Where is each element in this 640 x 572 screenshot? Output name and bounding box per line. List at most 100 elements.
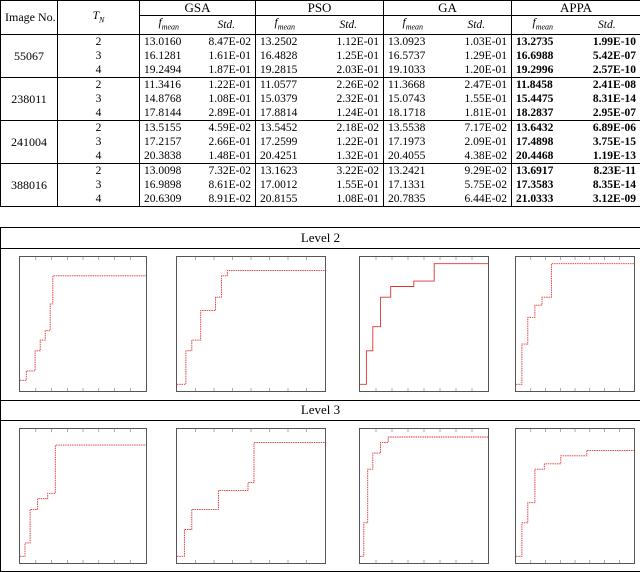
divider <box>1 420 640 421</box>
std-cell: 1.25E-01 <box>336 50 380 63</box>
std-cell: 8.35E-14 <box>573 178 640 193</box>
results-table: Image No. TN GSA PSO GA APPA fmean Std. fm… <box>0 0 640 208</box>
level-2-title: Level 2 <box>300 230 341 245</box>
fmean-cell: 16.6988 <box>511 49 574 64</box>
std-cell: 5.75E-02 <box>464 179 508 192</box>
alg-header-gsa: GSA <box>138 0 256 16</box>
fmean-cell: 13.2735 <box>511 34 574 50</box>
std-cell: 2.89E-01 <box>208 107 252 120</box>
std-cell: 7.17E-02 <box>441 120 512 136</box>
image-number: 238011 <box>0 77 58 121</box>
std-cell: 2.03E-01 <box>336 64 380 77</box>
std-cell: 3.12E-09 <box>573 192 640 208</box>
std-cell: 1.24E-01 <box>336 107 380 120</box>
fmean-cell: 13.0098 <box>139 163 198 179</box>
convergence-plot <box>515 256 635 392</box>
std-cell: 2.09E-01 <box>464 136 508 149</box>
std-cell: 2.57E-10 <box>573 63 640 78</box>
fmean-subheader: fmean <box>511 14 574 35</box>
fmean-cell: 13.6917 <box>511 163 574 179</box>
std-cell: 2.66E-01 <box>208 136 252 149</box>
tn-header: TN <box>57 0 140 35</box>
std-cell: 9.29E-02 <box>441 163 512 179</box>
std-cell: 4.59E-02 <box>197 120 256 136</box>
std-cell: 1.48E-01 <box>208 150 252 163</box>
divider <box>1 248 640 249</box>
fmean-cell: 16.4828 <box>255 49 314 64</box>
tn-value: 3 <box>57 49 140 64</box>
tn-value: 4 <box>57 192 140 208</box>
fmean-cell: 11.8458 <box>511 77 574 93</box>
fmean-cell: 17.0012 <box>255 178 314 193</box>
tn-value: 3 <box>57 135 140 150</box>
image-no-header: Image No. <box>0 0 58 35</box>
table-row: 55067 2 13.0160 8.47E-02 13.2502 1.12E-01 13.0… <box>0 34 640 78</box>
fmean-cell: 19.2996 <box>511 63 574 78</box>
std-cell: 4.38E-02 <box>464 150 508 163</box>
std-cell: 1.29E-01 <box>464 50 508 63</box>
std-cell: 1.08E-01 <box>208 93 252 106</box>
std-cell: 2.47E-01 <box>441 77 512 93</box>
alg-header-ga: GA <box>383 0 512 16</box>
std-cell: 5.42E-07 <box>573 49 640 64</box>
fmean-cell: 17.4898 <box>511 135 574 150</box>
tn-value: 2 <box>57 34 140 50</box>
table-row: 4 17.8144 2.89E-01 17.8814 1.24E-01 18.1718 1.… <box>1 106 640 121</box>
fmean-cell: 11.3416 <box>139 77 198 93</box>
fmean-cell: 18.2837 <box>511 106 574 121</box>
std-cell: 1.19E-13 <box>573 149 640 164</box>
std-cell: 1.99E-10 <box>573 34 640 50</box>
std-cell: 1.20E-01 <box>464 64 508 77</box>
fmean-cell: 20.6309 <box>139 192 198 208</box>
fmean-cell: 19.1033 <box>383 63 442 78</box>
std-cell: 2.26E-02 <box>313 77 384 93</box>
tn-value: 2 <box>57 163 140 179</box>
std-cell: 2.18E-02 <box>313 120 384 136</box>
fmean-subheader: fmean <box>383 14 442 35</box>
fmean-cell: 17.1331 <box>383 178 442 193</box>
fmean-cell: 11.3668 <box>383 77 442 93</box>
level-3-title: Level 3 <box>300 402 341 417</box>
convergence-plot <box>176 428 326 564</box>
convergence-plot <box>19 256 147 392</box>
fmean-cell: 19.2494 <box>139 63 198 78</box>
fmean-cell: 13.0160 <box>139 34 198 50</box>
std-cell: 2.95E-07 <box>573 106 640 121</box>
fmean-cell: 13.2421 <box>383 163 442 179</box>
table-row: 4 20.6309 8.91E-02 20.8155 1.08E-01 20.7835 6.… <box>1 192 640 208</box>
alg-header-appa: APPA <box>511 0 640 16</box>
fmean-cell: 20.4251 <box>255 149 314 164</box>
std-subheader: Std. <box>573 14 640 35</box>
convergence-plot <box>176 256 326 392</box>
image-number: 55067 <box>0 34 58 78</box>
fmean-cell: 15.0379 <box>255 92 314 107</box>
std-cell: 1.81E-01 <box>464 107 508 120</box>
image-number: 388016 <box>0 163 58 208</box>
fmean-cell: 17.8144 <box>139 106 198 121</box>
fmean-cell: 17.3583 <box>511 178 574 193</box>
tn-value: 2 <box>57 120 140 136</box>
table-row: 3 17.2157 2.66E-01 17.2599 1.22E-01 17.1973 2.… <box>1 135 640 150</box>
fmean-cell: 13.5155 <box>139 120 198 136</box>
fmean-cell: 15.0743 <box>383 92 442 107</box>
table-row: 4 19.2494 1.87E-01 19.2815 2.03E-01 19.1033 1.… <box>1 63 640 78</box>
fmean-cell: 20.3838 <box>139 149 198 164</box>
convergence-plot <box>515 428 635 564</box>
std-cell: 8.31E-14 <box>573 92 640 107</box>
std-subheader: Std. <box>197 14 256 35</box>
table-row: 388016 2 13.0098 7.32E-02 13.1623 3.22E-02 13.… <box>0 163 640 208</box>
fmean-cell: 18.1718 <box>383 106 442 121</box>
tn-value: 4 <box>57 149 140 164</box>
std-cell: 1.08E-01 <box>313 192 384 208</box>
std-cell: 1.55E-01 <box>464 93 508 106</box>
std-cell: 6.44E-02 <box>441 192 512 208</box>
fmean-cell: 13.5452 <box>255 120 314 136</box>
fmean-cell: 13.1623 <box>255 163 314 179</box>
fmean-cell: 20.8155 <box>255 192 314 208</box>
std-cell: 2.32E-01 <box>336 93 380 106</box>
std-cell: 1.55E-01 <box>336 179 380 192</box>
fmean-cell: 17.2599 <box>255 135 314 150</box>
fmean-cell: 13.2502 <box>255 34 314 50</box>
std-cell: 1.03E-01 <box>441 34 512 50</box>
convergence-figure: Level 2 Level 3 <box>0 227 640 572</box>
